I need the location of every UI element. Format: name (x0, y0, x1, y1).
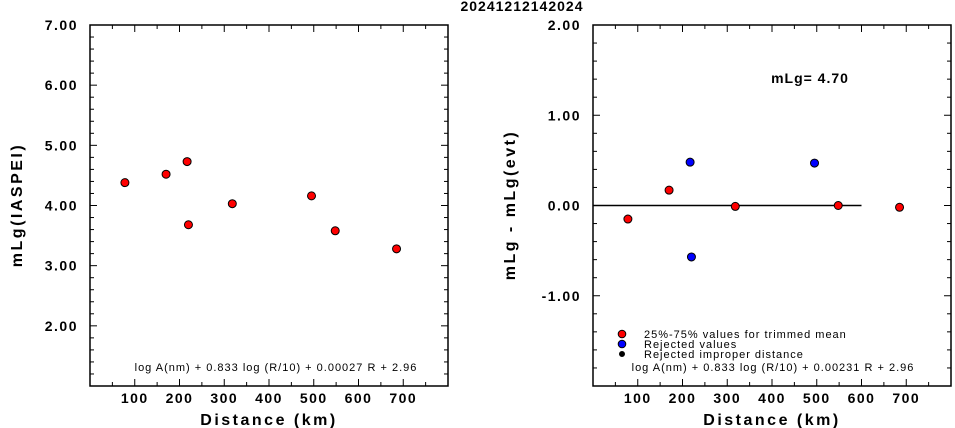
y-tick-label: 0.00 (548, 198, 581, 214)
data-point (833, 201, 843, 210)
data-point (183, 220, 193, 230)
data-point (330, 226, 340, 236)
data-point (120, 178, 130, 188)
formula-label: log A(nm) + 0.833 log (R/10) + 0.00231 R… (632, 362, 915, 374)
x-tick-label: 200 (166, 390, 194, 406)
x-tick-label: 100 (121, 390, 149, 406)
x-tick-label: 300 (210, 390, 238, 406)
data-point (161, 169, 171, 179)
y-tick-label: 7.00 (45, 17, 78, 33)
x-tick-label: 300 (713, 390, 741, 406)
legend-marker (619, 351, 625, 357)
y-axis-label: mLg(IASPEI) (9, 143, 26, 267)
y-tick-label: 5.00 (45, 137, 78, 153)
mean-magnitude-annotation: mLg= 4.70 (771, 70, 849, 86)
x-tick-label: 400 (758, 390, 786, 406)
data-point (182, 157, 192, 167)
data-point (664, 185, 674, 195)
x-tick-label: 100 (624, 390, 652, 406)
formula-label: log A(nm) + 0.833 log (R/10) + 0.00027 R… (135, 362, 418, 374)
y-axis-label: mLg - mLg(evt) (502, 130, 519, 281)
y-tick-label: 3.00 (45, 258, 78, 274)
data-point (392, 244, 402, 254)
legend-marker (617, 339, 627, 349)
data-point (307, 191, 317, 201)
x-tick-label: 600 (848, 390, 876, 406)
data-point (227, 199, 237, 209)
legend-entry-label: Rejected values (644, 339, 737, 351)
x-tick-label: 700 (389, 390, 417, 406)
data-point (730, 201, 740, 211)
x-tick-label: 200 (669, 390, 697, 406)
y-tick-label: -1.00 (542, 288, 581, 304)
figure-title: 20241212142024 (460, 0, 583, 14)
y-tick-label: 6.00 (45, 77, 78, 93)
x-tick-label: 500 (300, 390, 328, 406)
data-point (810, 158, 820, 168)
data-point (686, 252, 696, 262)
plot-frame (89, 24, 449, 387)
legend-entry-label: Rejected improper distance (644, 349, 804, 361)
y-tick-label: 2.00 (45, 318, 78, 334)
legend-entry-label: 25%-75% values for trimmed mean (644, 329, 847, 341)
x-tick-label: 400 (255, 390, 283, 406)
x-tick-label: 500 (803, 390, 831, 406)
left-panel-magnitude-vs-distance: 100 200 300 400 500 600 700 2.00 3.00 4.00 5.00 6.0… (9, 17, 449, 428)
data-point (685, 157, 695, 167)
x-axis-label: Distance (km) (703, 412, 840, 428)
y-tick-label: 1.00 (548, 107, 581, 123)
legend-marker (617, 329, 627, 339)
data-point (895, 202, 905, 212)
y-tick-label: 2.00 (548, 17, 581, 33)
data-point (623, 214, 633, 224)
y-tick-label: 4.00 (45, 198, 78, 214)
x-tick-label: 600 (345, 390, 373, 406)
right-panel-residual-vs-distance: 100 200 300 400 500 600 700 -1.00 0.00 1.00 2.00 Di… (502, 17, 952, 428)
x-tick-label: 700 (892, 390, 920, 406)
x-axis-label: Distance (km) (200, 412, 337, 428)
